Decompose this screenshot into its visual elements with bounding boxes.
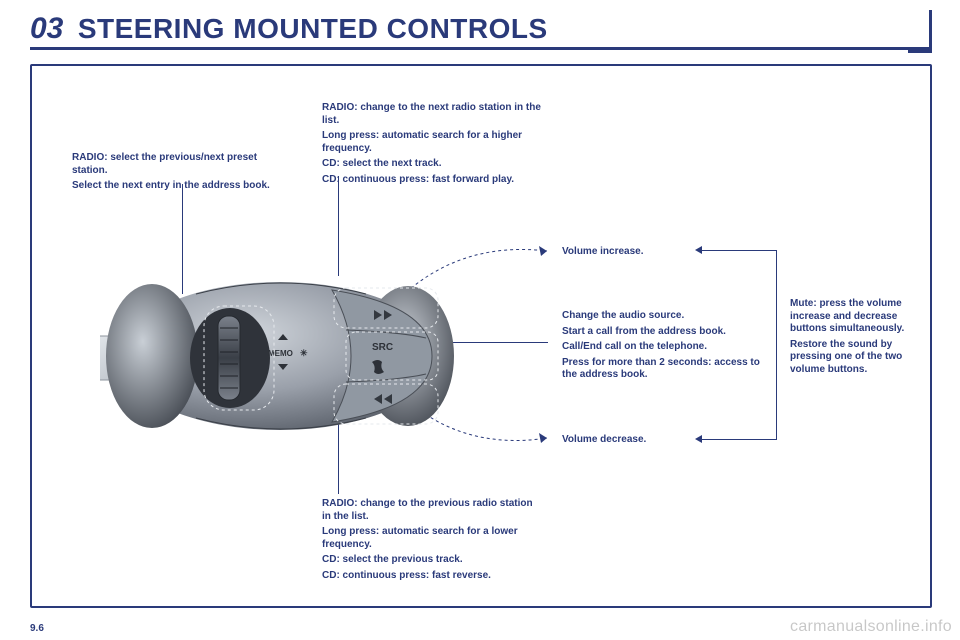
section-title: STEERING MOUNTED CONTROLS <box>78 13 548 45</box>
watermark: carmanualsonline.info <box>790 618 952 636</box>
label-text: CD: select the previous track. <box>322 554 542 567</box>
svg-text:✳: ✳ <box>300 348 308 358</box>
label-text: Press for more than 2 seconds: access to… <box>562 357 762 382</box>
page-number: 9.6 <box>30 623 44 634</box>
label-text: Mute: press the volume increase and decr… <box>790 298 918 336</box>
remote-src-text: SRC <box>372 342 393 353</box>
header-hook <box>908 10 932 50</box>
label-volume-down: Volume decrease. <box>562 434 702 450</box>
leader-line <box>702 439 776 440</box>
content-frame: RADIO: select the previous/next preset s… <box>30 64 932 608</box>
label-source: Change the audio source. Start a call fr… <box>562 310 762 385</box>
label-text: Restore the sound by pressing one of the… <box>790 339 918 377</box>
manual-page: 03 STEERING MOUNTED CONTROLS RADIO: sele… <box>30 12 932 622</box>
label-next-station: RADIO: change to the next radio station … <box>322 102 542 189</box>
leader-line <box>702 250 776 251</box>
label-text: RADIO: select the previous/next preset s… <box>72 152 292 177</box>
remote-memo-text: MEMO <box>268 349 293 358</box>
label-volume-up: Volume increase. <box>562 246 702 262</box>
header-underline <box>30 47 932 50</box>
label-text: RADIO: change to the previous radio stat… <box>322 498 542 523</box>
label-text: Long press: automatic search for a highe… <box>322 130 542 155</box>
leader-line <box>776 250 777 440</box>
label-prev-station: RADIO: change to the previous radio stat… <box>322 498 542 585</box>
label-text: Start a call from the address book. <box>562 326 762 339</box>
label-text: RADIO: change to the next radio station … <box>322 102 542 127</box>
label-text: CD: continuous press: fast reverse. <box>322 570 542 583</box>
label-text: CD: select the next track. <box>322 158 542 171</box>
label-text: Call/End call on the telephone. <box>562 341 762 354</box>
section-header: 03 STEERING MOUNTED CONTROLS <box>30 12 932 52</box>
label-text: Volume increase. <box>562 246 702 259</box>
label-text: Change the audio source. <box>562 310 762 323</box>
steering-remote-illustration: SRC MEMO ✳ <box>100 266 460 446</box>
label-mute: Mute: press the volume increase and decr… <box>790 298 918 379</box>
label-text: CD: continuous press: fast forward play. <box>322 174 542 187</box>
arrow-head <box>695 435 702 443</box>
section-number: 03 <box>30 12 63 46</box>
label-text: Long press: automatic search for a lower… <box>322 526 542 551</box>
arrow-head <box>695 246 702 254</box>
label-text: Volume decrease. <box>562 434 702 447</box>
leader-line <box>338 176 339 276</box>
